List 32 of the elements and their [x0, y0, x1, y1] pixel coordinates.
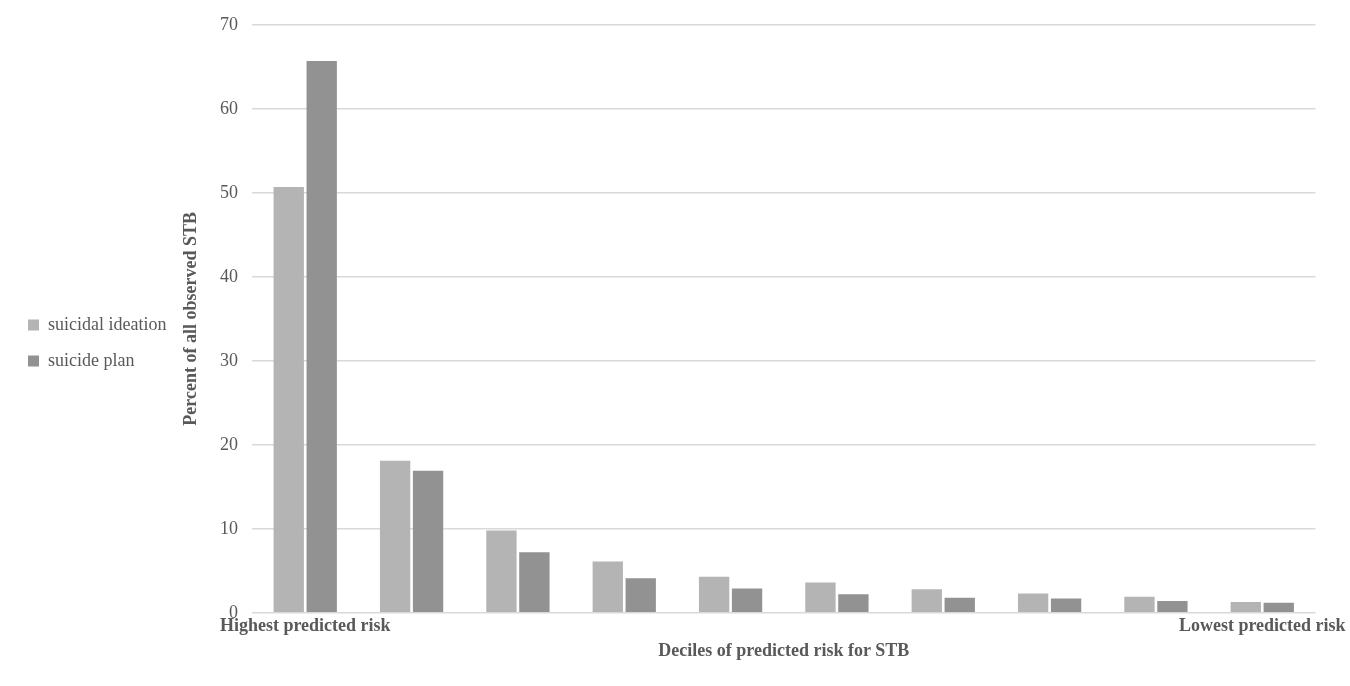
y-tick-label: 30	[220, 349, 239, 370]
bar	[519, 552, 550, 613]
bar	[698, 576, 730, 613]
bar	[1230, 601, 1261, 613]
y-tick-label: 20	[220, 433, 239, 454]
bar	[805, 582, 836, 613]
bar	[592, 561, 623, 613]
bar	[379, 460, 411, 613]
y-tick-label: 40	[220, 265, 239, 286]
y-tick-label: 60	[220, 97, 239, 118]
legend-label: suicidal ideation	[48, 313, 167, 334]
y-tick-label: 50	[220, 181, 239, 202]
bar	[1263, 602, 1294, 613]
bar	[306, 60, 337, 613]
y-axis-title: Percent of all observed STB	[179, 211, 200, 426]
bar	[1050, 598, 1082, 613]
bar	[273, 186, 304, 613]
bar	[911, 589, 942, 613]
y-tick-label: 70	[220, 13, 239, 34]
legend-label: suicide plan	[48, 349, 135, 370]
y-tick-label: 10	[220, 517, 239, 538]
bar	[944, 597, 975, 613]
bar	[1157, 601, 1188, 613]
x-axis-title: Deciles of predicted risk for STB	[658, 639, 910, 660]
bar	[1017, 593, 1049, 613]
bar	[1124, 596, 1155, 613]
x-tick-label: Lowest predicted risk	[1178, 615, 1346, 636]
bar	[486, 530, 517, 613]
bar	[412, 470, 444, 613]
bar	[625, 578, 656, 613]
bar	[838, 594, 869, 613]
bar	[731, 588, 763, 613]
